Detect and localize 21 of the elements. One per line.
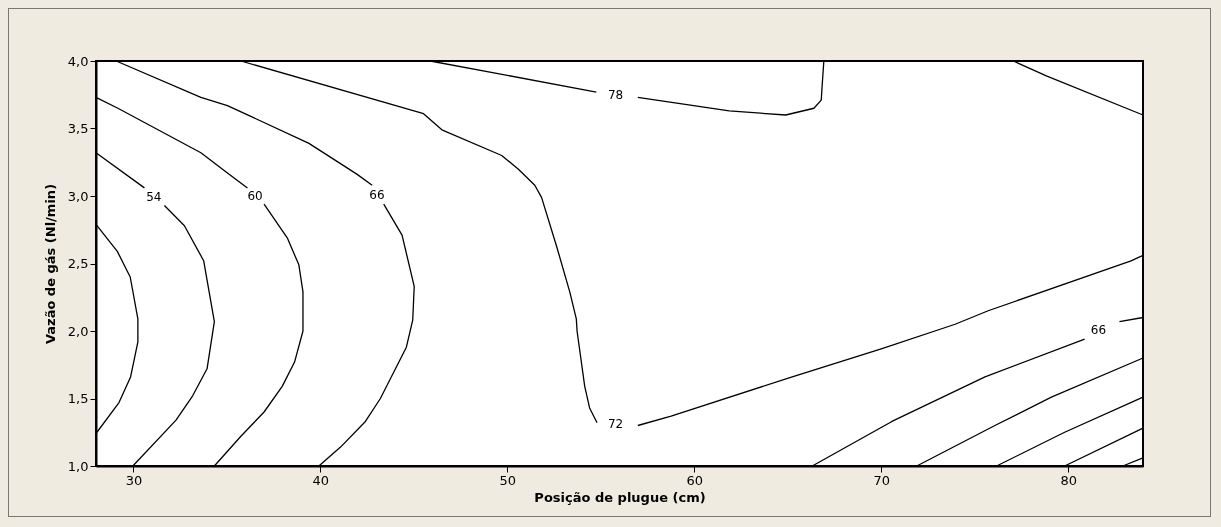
y-tick-label: 2,0 bbox=[67, 323, 89, 339]
series-label: 72 bbox=[607, 417, 624, 432]
y-tick-label: 2,5 bbox=[67, 256, 89, 271]
series-label: 78 bbox=[607, 87, 624, 102]
series-label: 60 bbox=[247, 189, 263, 203]
series-label: 66 bbox=[1090, 323, 1107, 338]
y-tick-label: 4,0 bbox=[67, 53, 89, 69]
y-tick-label: 1,5 bbox=[67, 391, 89, 406]
x-tick-label: 70 bbox=[873, 472, 891, 488]
series-label: 66 bbox=[369, 187, 385, 202]
y-tick-label: 3,0 bbox=[67, 188, 89, 204]
x-tick-label: 30 bbox=[125, 472, 143, 488]
y-tick-label: 1,0 bbox=[67, 458, 89, 474]
x-tick-label: 50 bbox=[499, 472, 517, 488]
x-tick-label: 40 bbox=[312, 472, 330, 488]
y-tick-label: 3,5 bbox=[67, 121, 89, 136]
x-tick-label: 60 bbox=[686, 472, 704, 488]
series-label: 54 bbox=[146, 189, 162, 204]
x-axis-title: Posição de plugue (cm) bbox=[534, 489, 706, 505]
y-axis-title: Vazão de gás (Nl/min) bbox=[42, 183, 58, 345]
x-tick-label: 80 bbox=[1060, 472, 1077, 488]
